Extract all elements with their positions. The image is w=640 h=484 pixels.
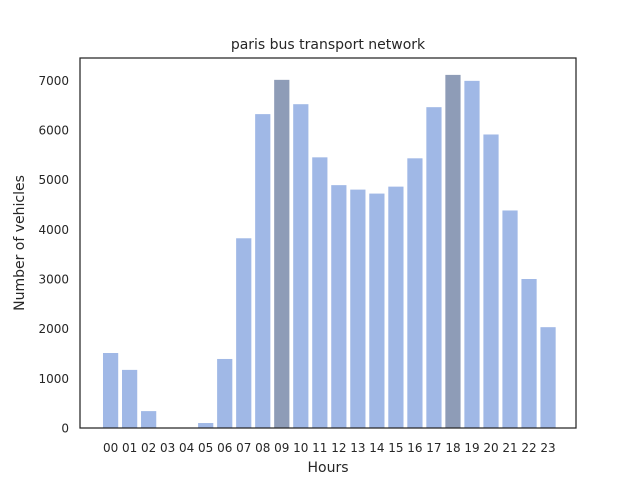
bar-hour-02	[141, 411, 157, 428]
y-tick-label: 6000	[38, 124, 69, 138]
x-tick-label: 08	[255, 441, 270, 455]
x-tick-label: 02	[141, 441, 156, 455]
y-axis-ticks: 0 1000 2000 3000 4000 5000 6000 7000	[38, 74, 69, 436]
bar-hour-21	[502, 210, 518, 428]
y-tick-label: 7000	[38, 74, 69, 88]
bar-hour-01	[122, 369, 138, 428]
bar-hour-13	[350, 189, 366, 428]
x-tick-label: 07	[236, 441, 251, 455]
bar-hour-07	[236, 238, 252, 428]
x-tick-label: 20	[483, 441, 498, 455]
bar-hour-22	[521, 279, 537, 428]
bar-hour-10	[293, 104, 309, 428]
x-axis-ticks: 00 01 02 03 04 05 06 07 08 09 10 11 12 13 14 15 16 17 18 19…	[103, 441, 556, 455]
x-tick-label: 10	[293, 441, 308, 455]
bar-hour-20	[483, 134, 499, 429]
x-tick-label: 11	[312, 441, 327, 455]
x-tick-label: 17	[426, 441, 441, 455]
bar-hour-12	[331, 185, 347, 428]
x-tick-label: 22	[521, 441, 536, 455]
bar-hour-19	[464, 80, 480, 428]
x-tick-label: 04	[179, 441, 194, 455]
chart-title: paris bus transport network	[231, 37, 426, 53]
x-tick-label: 21	[502, 441, 517, 455]
x-tick-label: 00	[103, 441, 118, 455]
y-tick-label: 1000	[38, 372, 69, 386]
bar-hour-11	[312, 157, 328, 428]
y-tick-label: 5000	[38, 173, 69, 187]
y-tick-label: 3000	[38, 273, 69, 287]
bar-hour-14	[369, 193, 385, 428]
bar-hour-16	[407, 158, 423, 428]
bar-hour-06	[217, 358, 233, 428]
bar-hour-23	[540, 327, 556, 428]
bar-hour-15	[388, 186, 404, 428]
bar-hour-17	[426, 107, 442, 429]
x-tick-label: 16	[407, 441, 422, 455]
plot-frame	[79, 57, 577, 429]
x-tick-label: 05	[198, 441, 213, 455]
y-tick-label: 4000	[38, 223, 69, 237]
x-axis-label: Hours	[307, 460, 348, 476]
x-tick-label: 12	[331, 441, 346, 455]
x-tick-label: 14	[369, 441, 384, 455]
x-tick-label: 01	[122, 441, 137, 455]
x-tick-label: 23	[540, 441, 555, 455]
bar-hour-09	[274, 79, 290, 428]
x-tick-label: 03	[160, 441, 175, 455]
y-tick-label: 2000	[38, 322, 69, 336]
x-tick-label: 19	[464, 441, 479, 455]
x-tick-label: 18	[445, 441, 460, 455]
bar-hour-18	[445, 74, 461, 428]
x-tick-label: 15	[388, 441, 403, 455]
y-tick-label: 0	[61, 422, 69, 436]
bar-hour-05	[198, 423, 214, 428]
bar-hour-00	[102, 353, 119, 428]
x-tick-label: 06	[217, 441, 232, 455]
x-tick-label: 09	[274, 441, 289, 455]
bar-hour-08	[255, 114, 271, 429]
bars-layer	[102, 74, 556, 429]
y-axis-label: Number of vehicles	[12, 175, 28, 311]
x-tick-label: 13	[350, 441, 365, 455]
